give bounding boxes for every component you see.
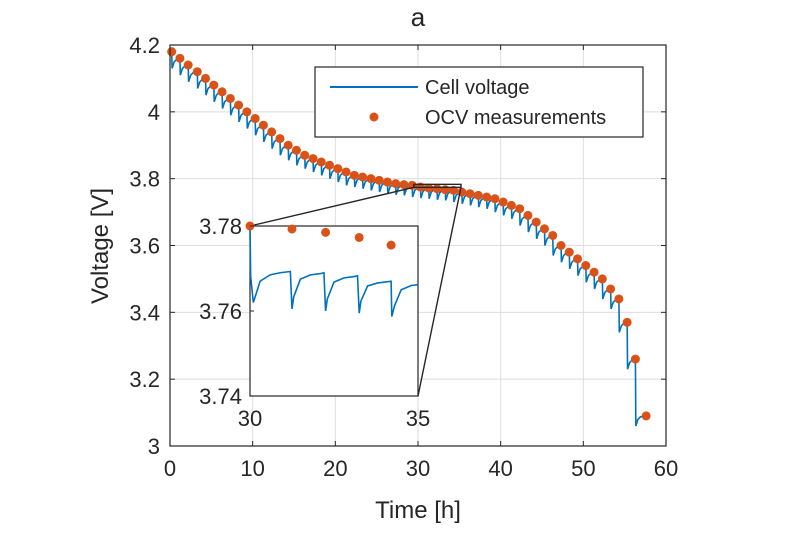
y-tick-label: 4 — [148, 100, 160, 125]
x-tick-label: 40 — [488, 456, 512, 481]
ocv-marker — [606, 284, 616, 294]
zoom-box — [413, 183, 462, 189]
ocv-marker — [291, 145, 301, 155]
x-tick-label: 20 — [323, 456, 347, 481]
legend-label-ocv: OCV measurements — [425, 107, 606, 129]
zoom-indicator — [249, 183, 462, 397]
ocv-marker — [175, 53, 185, 63]
x-tick-label: 10 — [240, 456, 264, 481]
ocv-marker — [556, 241, 566, 250]
ocv-marker — [515, 204, 525, 214]
ocv-marker — [473, 190, 483, 200]
y-tick-label: 3.2 — [129, 367, 160, 392]
inset-ocv-marker — [321, 227, 331, 237]
ocv-marker — [201, 73, 211, 83]
ocv-marker — [349, 170, 359, 180]
ocv-marker — [449, 185, 459, 195]
inset-y-tick-label: 3.74 — [199, 384, 242, 409]
ocv-marker — [366, 174, 376, 184]
ocv-marker — [250, 114, 260, 124]
ocv-marker — [341, 167, 351, 177]
ocv-marker — [382, 177, 392, 187]
ocv-marker — [391, 179, 401, 189]
y-tick-label: 3.4 — [129, 300, 160, 325]
zoom-connector-left — [249, 186, 415, 227]
inset-x-tick-label: 35 — [406, 406, 430, 431]
legend-marker-swatch — [369, 112, 379, 122]
inset-ocv-marker — [386, 240, 396, 250]
ocv-marker — [325, 160, 335, 170]
ocv-marker — [539, 224, 549, 234]
ocv-marker — [333, 164, 343, 174]
y-tick-label: 3 — [148, 434, 160, 459]
ocv-marker — [316, 157, 326, 167]
ocv-marker — [614, 294, 624, 304]
ocv-marker — [242, 107, 252, 117]
ocv-marker — [399, 180, 409, 190]
x-tick-label: 50 — [571, 456, 595, 481]
legend: Cell voltage OCV measurements — [314, 66, 644, 138]
inset-frame — [249, 225, 419, 397]
ocv-marker — [490, 194, 500, 204]
ocv-marker — [209, 80, 219, 90]
ocv-marker — [217, 87, 227, 97]
inset-plot: 3.74 3.76 3.78 30 35 — [199, 214, 430, 431]
ocv-marker — [573, 254, 583, 264]
ocv-marker — [630, 354, 640, 364]
axis-ticks: 0 10 20 30 40 50 60 3 3.2 3.4 3.6 3.8 4 4.2 — [129, 33, 678, 481]
ocv-marker — [622, 317, 632, 327]
ocv-marker — [258, 120, 268, 130]
ocv-marker — [283, 140, 293, 150]
ocv-marker — [597, 274, 607, 284]
ocv-marker — [358, 172, 368, 182]
ocv-marker — [589, 267, 599, 277]
ocv-marker — [465, 189, 475, 199]
legend-box — [314, 66, 644, 138]
y-axis-label: Voltage [V] — [87, 188, 114, 304]
ocv-marker — [275, 134, 285, 144]
ocv-marker — [641, 411, 651, 421]
x-tick-label: 60 — [654, 456, 678, 481]
x-tick-label: 0 — [164, 456, 176, 481]
y-tick-label: 3.6 — [129, 234, 160, 259]
ocv-marker — [167, 47, 177, 57]
ocv-marker — [192, 67, 202, 77]
ocv-marker — [482, 192, 492, 202]
ocv-marker — [531, 217, 541, 227]
ocv-markers — [167, 47, 651, 421]
ocv-marker — [300, 150, 310, 160]
ocv-marker — [432, 184, 442, 194]
ocv-marker — [564, 247, 574, 257]
inset-ocv-marker — [287, 224, 297, 234]
x-axis-label: Time [h] — [375, 497, 461, 524]
y-tick-label: 4.2 — [129, 33, 160, 58]
ocv-marker — [267, 127, 277, 137]
ocv-marker — [440, 185, 450, 195]
legend-label-cell-voltage: Cell voltage — [425, 77, 530, 99]
ocv-marker — [498, 197, 508, 207]
inset-ocv-marker — [354, 232, 364, 242]
ocv-marker — [234, 100, 244, 110]
y-tick-label: 3.8 — [129, 167, 160, 192]
ocv-marker — [548, 230, 558, 240]
inset-x-tick-label: 30 — [238, 406, 262, 431]
ocv-marker — [183, 60, 193, 70]
ocv-marker — [225, 93, 235, 103]
ocv-marker — [374, 175, 384, 185]
zoom-connector-right — [417, 187, 462, 397]
x-tick-label: 30 — [406, 456, 430, 481]
plot-frame — [169, 44, 667, 447]
inset-y-tick-label: 3.76 — [199, 299, 242, 324]
ocv-marker — [523, 210, 533, 220]
ocv-marker — [506, 200, 516, 210]
ocv-marker — [581, 261, 591, 271]
inset-y-tick-label: 3.78 — [199, 214, 242, 239]
inset-voltage-path — [249, 225, 419, 317]
ocv-marker — [308, 154, 318, 164]
chart-title: a — [411, 2, 426, 32]
